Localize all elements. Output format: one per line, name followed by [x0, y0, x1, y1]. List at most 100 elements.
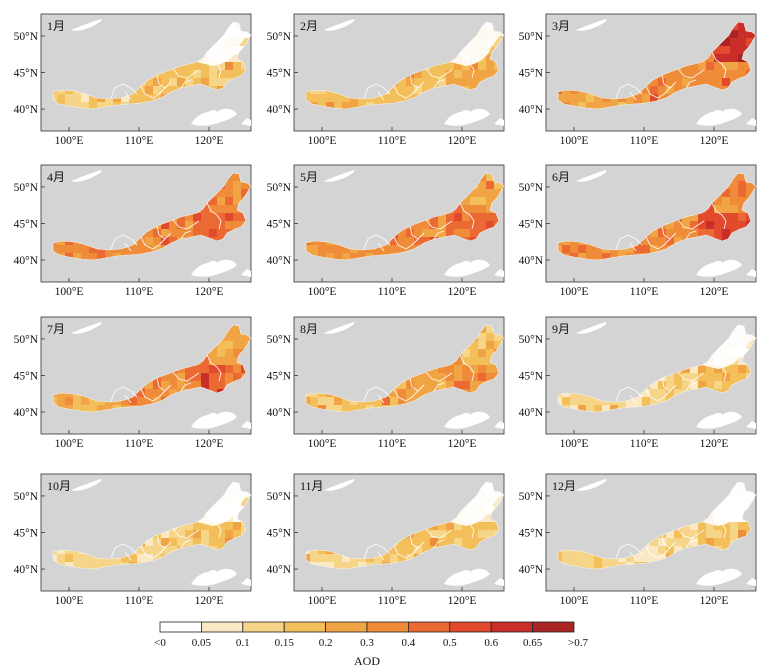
aod-cell [137, 245, 146, 254]
x-tick-label: 100°E [55, 595, 84, 607]
aod-cell [674, 86, 683, 95]
aod-cell [145, 546, 154, 555]
aod-cell [225, 221, 234, 230]
aod-cell [494, 189, 503, 198]
aod-cell [233, 62, 242, 71]
aod-cell [241, 38, 250, 47]
x-tick-label: 110°E [125, 286, 153, 298]
aod-cell [233, 333, 242, 342]
aod-cell [390, 245, 399, 254]
aod-cell [398, 245, 407, 254]
province-boundary [110, 543, 138, 559]
white-patch [191, 108, 237, 126]
aod-cell [690, 70, 699, 79]
aod-cell [562, 245, 571, 254]
panel-month-1: 100°E 110°E 120°E50°N45°N40°N1月 [14, 13, 252, 147]
aod-cell [97, 405, 106, 412]
y-tick-label: 45°N [519, 68, 544, 80]
aod-cell [358, 253, 367, 260]
aod-cell [714, 221, 723, 230]
aod-cell [486, 173, 495, 182]
aod-cell [334, 94, 343, 103]
aod-cell [193, 530, 202, 539]
aod-cell [642, 94, 651, 103]
aod-cell [430, 70, 439, 79]
aod-cell [746, 341, 755, 350]
aod-cell [446, 229, 455, 238]
aod-cell [470, 221, 479, 230]
province-boundary [425, 528, 453, 539]
aod-cell [594, 94, 603, 103]
y-tick-label: 45°N [267, 528, 292, 540]
aod-cell [89, 562, 98, 569]
aod-cell [438, 538, 447, 547]
aod-cell [666, 229, 675, 238]
province-boundary [459, 511, 475, 539]
aod-cell [233, 349, 242, 358]
aod-cell [398, 86, 407, 95]
aod-cell [89, 554, 98, 563]
panel-month-3: 100°E 110°E 120°E50°N45°N40°N3月 [519, 13, 757, 147]
aod-cell [730, 38, 739, 47]
x-tick-label: 120°E [700, 286, 729, 298]
aod-cell [746, 30, 755, 39]
aod-cell [438, 70, 447, 79]
aod-cell [486, 189, 495, 198]
province-boundary [140, 81, 172, 99]
aod-cell [666, 86, 675, 95]
aod-cell [462, 221, 471, 230]
province-boundary [409, 225, 419, 240]
aod-cell [602, 253, 611, 260]
aod-cell [390, 397, 399, 406]
aod-cell [97, 253, 106, 260]
aod-cell [730, 70, 739, 79]
aod-cell [153, 381, 162, 390]
aod-cell [562, 397, 571, 406]
aod-cell [193, 381, 202, 390]
aod-cell [454, 522, 463, 531]
aod-cell [730, 205, 739, 214]
x-tick-label: 120°E [448, 595, 477, 607]
province-boundary [685, 230, 697, 240]
aod-cell [714, 205, 723, 214]
aod-cell [470, 381, 479, 390]
aod-cell [398, 94, 407, 103]
aod-cell [342, 102, 351, 109]
aod-cell [73, 245, 82, 254]
white-patch [71, 322, 102, 334]
aod-cell [185, 213, 194, 222]
aod-cell [225, 181, 234, 190]
aod-cell [209, 70, 218, 79]
aod-cell [145, 245, 154, 254]
aod-cell [414, 546, 423, 555]
aod-cell [65, 245, 74, 254]
aod-cell [746, 189, 755, 198]
aod-cell [698, 221, 707, 230]
aod-cell [326, 102, 335, 109]
white-patch [207, 261, 217, 267]
white-patch [444, 108, 490, 126]
panel-month-2: 100°E 110°E 120°E50°N45°N40°N2月 [267, 13, 505, 147]
y-tick-label: 45°N [267, 68, 292, 80]
white-patch [71, 170, 102, 182]
aod-cell [414, 78, 423, 87]
aod-cell [454, 213, 463, 222]
aod-cell [233, 189, 242, 198]
aod-cell [658, 94, 667, 103]
aod-cell [478, 221, 487, 230]
aod-cell [462, 78, 471, 87]
aod-cell [153, 538, 162, 547]
month-label: 1月 [47, 19, 65, 33]
aod-cell [470, 365, 479, 374]
aod-cell [666, 389, 675, 398]
x-tick-label: 100°E [55, 438, 84, 450]
aod-cell [578, 102, 587, 109]
aod-cell [185, 221, 194, 230]
aod-cell [374, 397, 383, 406]
aod-cell [626, 397, 635, 406]
aod-cell [81, 253, 90, 260]
aod-cell [470, 530, 479, 539]
panel-month-5: 100°E 110°E 120°E50°N45°N40°N5月 [267, 164, 505, 298]
aod-cell [201, 373, 210, 382]
aod-cell [650, 389, 659, 398]
